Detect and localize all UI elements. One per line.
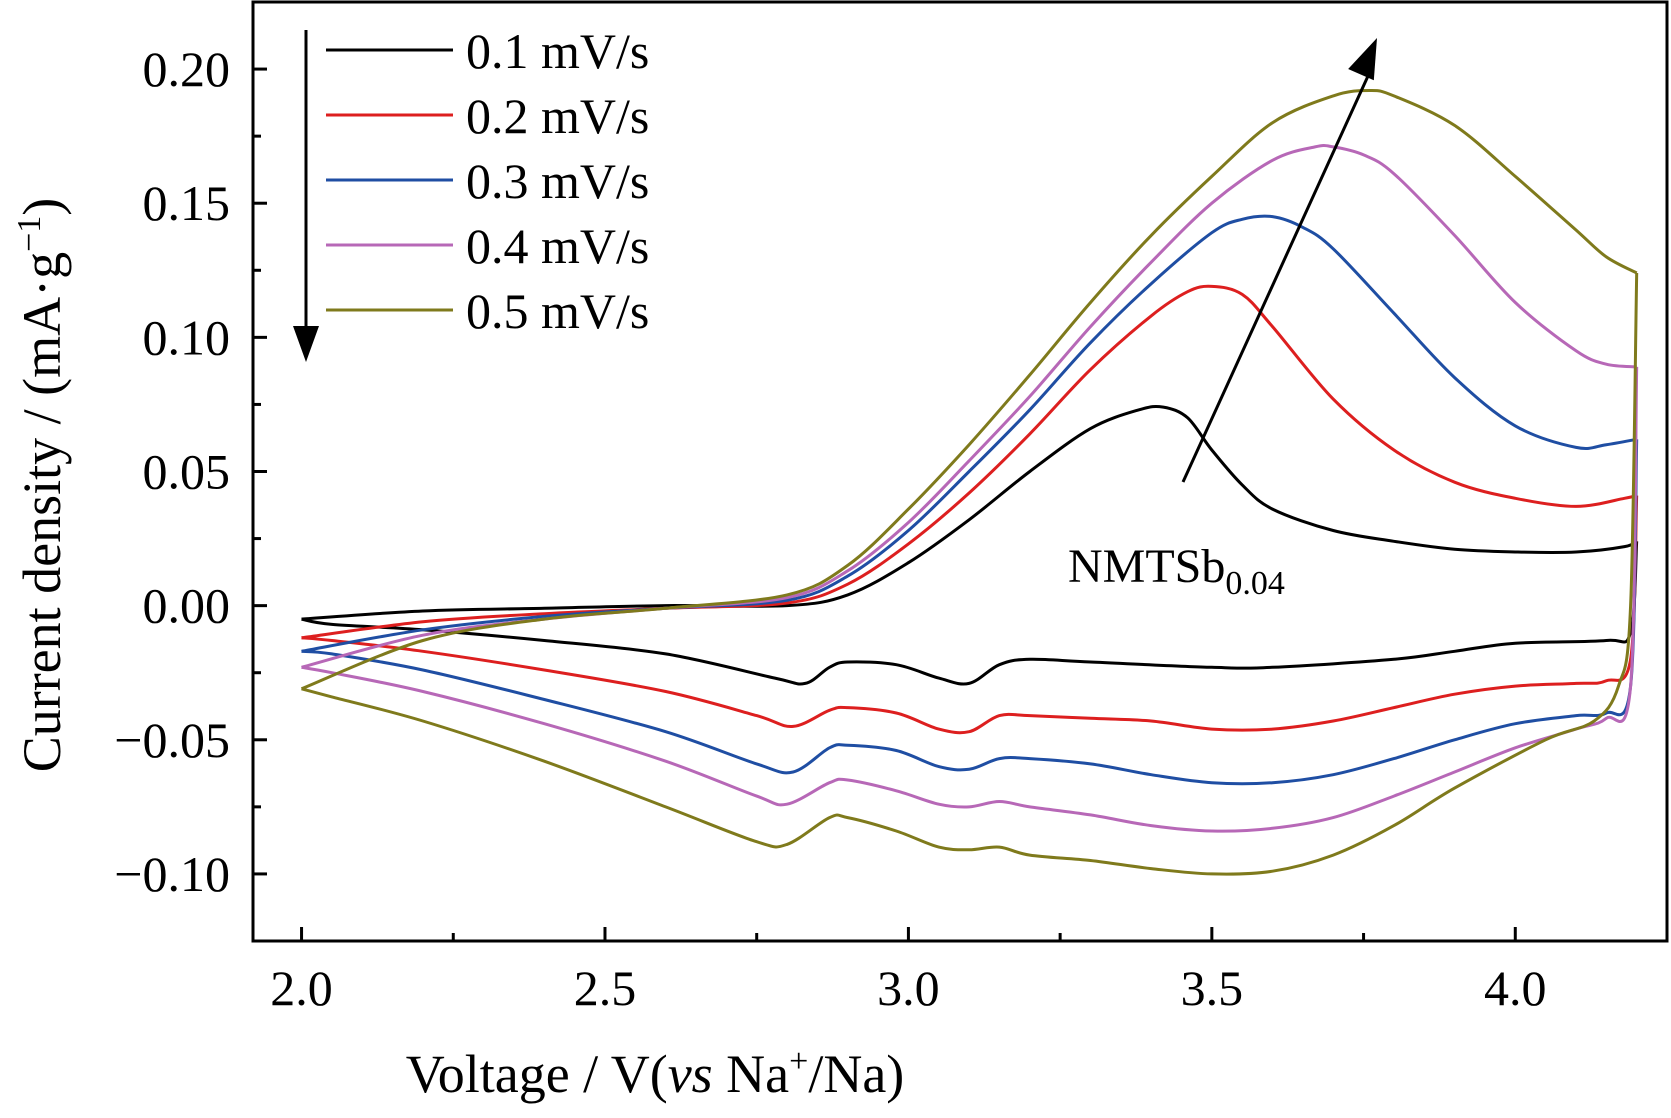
series-5 xyxy=(300,88,1639,876)
y-tick-label: −0.10 xyxy=(114,846,230,902)
legend-label: 0.2 mV/s xyxy=(466,88,649,144)
y-tick-label: 0.00 xyxy=(143,578,231,634)
trend-arrow-head xyxy=(1348,38,1377,81)
x-title-post: /Na) xyxy=(808,1044,904,1104)
x-tick-label: 4.0 xyxy=(1484,960,1547,1016)
x-tick-label: 2.5 xyxy=(574,960,637,1016)
y-tick-label: 0.05 xyxy=(143,444,231,500)
series-line-cathodic xyxy=(301,366,1639,833)
annotation-subscript: 0.04 xyxy=(1225,565,1285,602)
y-tick-label: 0.10 xyxy=(143,309,231,365)
x-tick-label: 3.0 xyxy=(877,960,940,1016)
series-line-cathodic xyxy=(301,439,1639,786)
series-line-cathodic xyxy=(301,541,1639,686)
legend-label: 0.5 mV/s xyxy=(466,283,649,339)
series-line-anodic xyxy=(301,404,1638,621)
y-title-pre: Current density / (mA·g xyxy=(12,252,72,772)
y-tick-label: −0.05 xyxy=(114,712,230,768)
legend: 0.1 mV/s 0.2 mV/s 0.3 mV/s 0.4 mV/s 0.5 mV/s xyxy=(326,23,649,339)
y-tick-label: 0.15 xyxy=(143,175,231,231)
legend-label: 0.1 mV/s xyxy=(466,23,649,79)
arrow-layer xyxy=(293,30,1377,483)
series-line-cathodic xyxy=(301,495,1639,735)
x-title-italic: vs xyxy=(668,1044,713,1104)
y-tick-label: 0.20 xyxy=(143,41,231,97)
series-layer xyxy=(300,88,1639,876)
x-title-sup: + xyxy=(789,1043,808,1080)
series-line-anodic xyxy=(300,88,1638,691)
legend-label: 0.3 mV/s xyxy=(466,153,649,209)
x-tick-label: 3.5 xyxy=(1181,960,1244,1016)
axis-ticks: 2.0 2.5 3.0 3.5 4.0 0.20 0.15 0.10 0.05 0.00 −0.05… xyxy=(114,0,1547,1016)
series-line-cathodic xyxy=(301,272,1639,876)
annotation-main: NMTSb xyxy=(1068,540,1225,593)
y-title-post: ) xyxy=(12,198,72,216)
x-title-mid: Na xyxy=(713,1044,789,1104)
legend-label: 0.4 mV/s xyxy=(466,218,649,274)
x-axis-title: Voltage / V(vs Na+/Na) xyxy=(406,1043,905,1104)
series-line-anodic xyxy=(301,214,1637,653)
y-title-sup: −1 xyxy=(11,216,48,252)
x-title-pre: Voltage / V( xyxy=(406,1044,668,1104)
y-axis-title: Current density / (mA·g−1) xyxy=(11,198,72,773)
sample-annotation: NMTSb0.04 xyxy=(1068,540,1285,602)
series-2 xyxy=(301,284,1639,735)
scan-direction-arrow-head xyxy=(293,326,319,362)
trend-arrow xyxy=(1181,75,1370,483)
x-tick-label: 2.0 xyxy=(270,960,333,1016)
series-1 xyxy=(301,404,1639,686)
